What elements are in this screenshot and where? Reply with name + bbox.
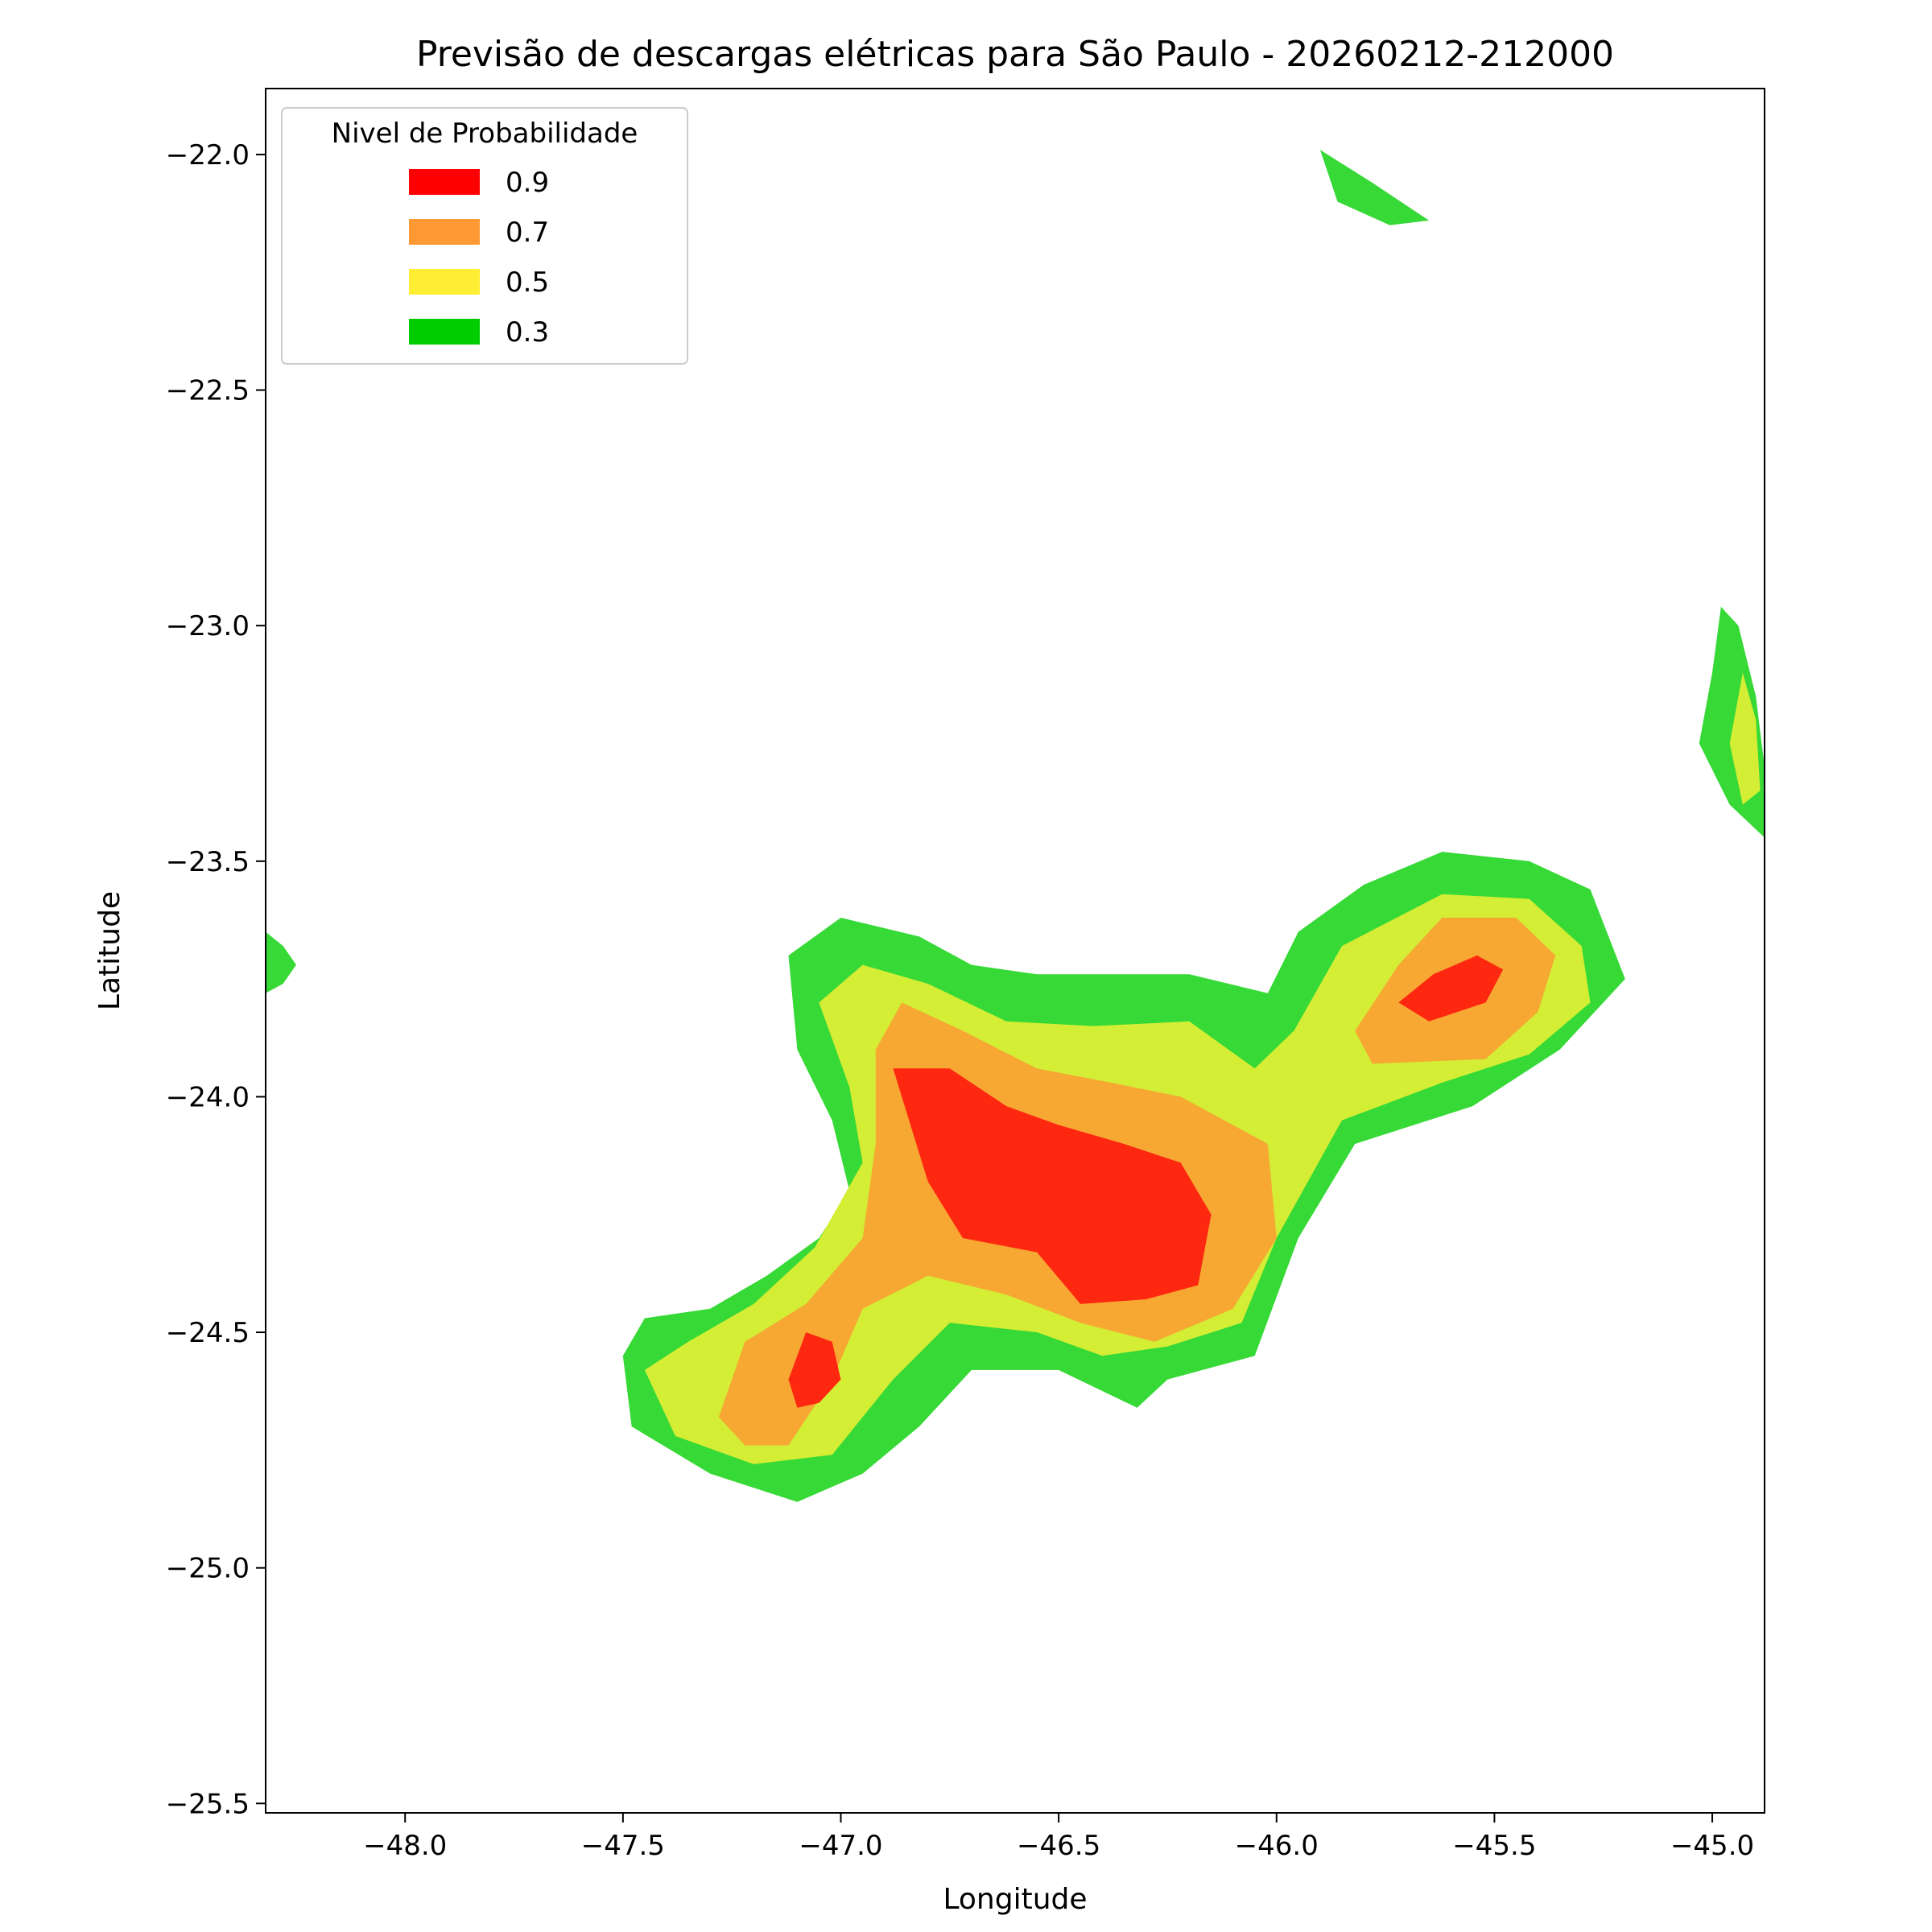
- x-axis: −48.0 −47.5 −47.0 −46.5 −46.0 −45.5 −45.0: [363, 1813, 1754, 1862]
- x-tick-label: −45.0: [1670, 1830, 1754, 1862]
- x-tick-label: −47.0: [799, 1830, 882, 1862]
- y-tick-label: −22.5: [166, 375, 250, 407]
- contour-region-0-5: [1729, 672, 1761, 805]
- x-tick-label: −48.0: [363, 1830, 447, 1862]
- legend-swatch: [409, 169, 480, 195]
- contour-region-0-3: [266, 931, 296, 993]
- legend-swatch: [409, 269, 480, 295]
- y-tick-label: −23.5: [166, 846, 250, 878]
- y-tick-label: −25.0: [166, 1553, 250, 1585]
- x-tick-label: −45.5: [1452, 1830, 1536, 1862]
- legend-box: [281, 107, 688, 365]
- y-tick-label: −23.0: [166, 610, 250, 642]
- contour-regions: [266, 150, 1765, 1502]
- legend-entry: 0.9: [409, 167, 549, 199]
- contour-region-0-9: [788, 1332, 841, 1408]
- legend: Nivel de Probabilidade 0.9 0.7 0.5 0.3: [281, 107, 688, 365]
- x-axis-label: Longitude: [943, 1883, 1087, 1916]
- legend-swatch: [409, 319, 480, 345]
- legend-label: 0.7: [506, 217, 549, 249]
- y-axis: −22.0 −22.5 −23.0 −23.5 −24.0 −24.5 −25.0 −25.5: [166, 139, 266, 1820]
- chart-title: Previsão de descargas elétricas para São…: [416, 34, 1614, 75]
- legend-label: 0.3: [506, 316, 549, 349]
- x-tick-label: −46.0: [1235, 1830, 1319, 1862]
- contour-region-0-9: [893, 1068, 1212, 1304]
- y-tick-label: −24.0: [166, 1081, 250, 1113]
- legend-entry: 0.7: [409, 217, 549, 249]
- legend-entry: 0.5: [409, 266, 549, 299]
- contour-region-0-3: [1319, 150, 1430, 225]
- plot-frame: [265, 88, 1765, 1814]
- legend-label: 0.9: [506, 167, 549, 199]
- y-axis-label: Latitude: [93, 891, 126, 1010]
- legend-swatch: [409, 219, 480, 245]
- x-tick-label: −47.5: [581, 1830, 665, 1862]
- y-tick-label: −25.5: [166, 1788, 250, 1820]
- legend-entry: 0.3: [409, 316, 549, 349]
- x-tick-label: −46.5: [1017, 1830, 1100, 1862]
- legend-title: Nivel de Probabilidade: [332, 118, 638, 150]
- legend-label: 0.5: [506, 266, 549, 299]
- y-tick-label: −22.0: [166, 139, 250, 171]
- contour-region-0-9: [1398, 955, 1504, 1022]
- y-tick-label: −24.5: [166, 1317, 250, 1349]
